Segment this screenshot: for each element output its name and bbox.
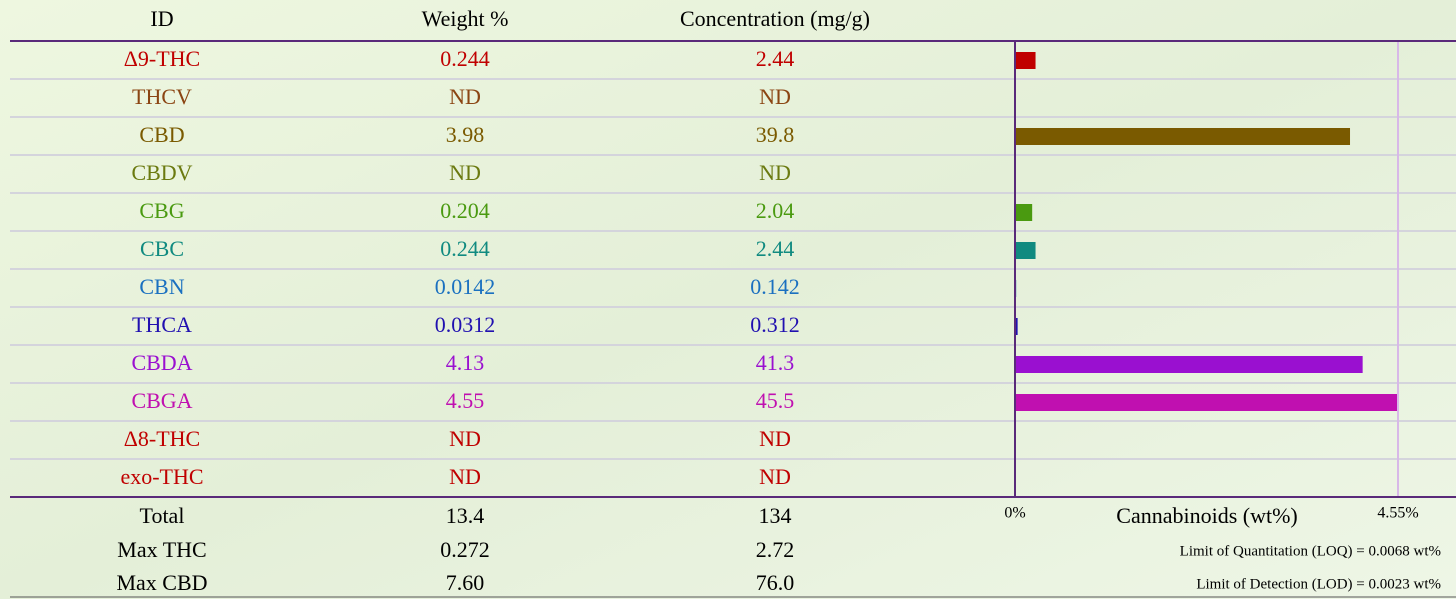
bar [1015, 128, 1351, 145]
cannabinoid-id: THCV [132, 84, 192, 109]
weight-value: 0.0142 [435, 274, 496, 299]
weight-value: 0.244 [440, 236, 490, 261]
weight-value: ND [449, 464, 481, 489]
total-label: Max CBD [116, 570, 207, 595]
column-header: Concentration (mg/g) [680, 6, 870, 31]
cannabinoid-id: CBN [139, 274, 184, 299]
weight-value: 4.55 [446, 388, 485, 413]
concentration-value: 2.04 [756, 198, 795, 223]
weight-value: 0.0312 [435, 312, 496, 337]
cannabinoid-id: CBG [139, 198, 184, 223]
x-tick-label: 0% [1004, 505, 1025, 522]
total-label: Max THC [117, 537, 206, 562]
note: Limit of Detection (LOD) = 0.0023 wt% [1196, 576, 1441, 592]
cannabinoid-id: exo-THC [120, 464, 203, 489]
concentration-value: ND [759, 84, 791, 109]
column-header: ID [150, 6, 173, 31]
concentration-value: 0.312 [750, 312, 800, 337]
concentration-value: ND [759, 426, 791, 451]
bar [1015, 52, 1036, 69]
weight-value: ND [449, 160, 481, 185]
concentration-value: 41.3 [756, 350, 795, 375]
bar [1015, 204, 1033, 221]
weight-value: ND [449, 426, 481, 451]
cannabinoid-id: CBDA [131, 350, 192, 375]
weight-value: 0.204 [440, 198, 490, 223]
x-tick-label: 4.55% [1377, 505, 1418, 522]
bar [1015, 356, 1363, 373]
total-value: 13.4 [446, 503, 485, 528]
concentration-value: 2.44 [756, 236, 795, 261]
cannabinoid-id: CBDV [131, 160, 192, 185]
total-value: 0.272 [440, 537, 490, 562]
weight-value: ND [449, 84, 481, 109]
cannabinoid-id: Δ9-THC [124, 46, 200, 71]
concentration-value: ND [759, 160, 791, 185]
column-header: Weight % [422, 6, 509, 31]
cannabinoid-id: THCA [132, 312, 192, 337]
concentration-value: 0.142 [750, 274, 800, 299]
concentration-value: 2.44 [756, 46, 795, 71]
concentration-value: 45.5 [756, 388, 795, 413]
weight-value: 3.98 [446, 122, 485, 147]
total-value: 134 [759, 503, 792, 528]
total-label: Total [140, 503, 185, 528]
cannabinoid-id: CBGA [131, 388, 192, 413]
cannabinoid-id: CBC [140, 236, 184, 261]
weight-value: 0.244 [440, 46, 490, 71]
bar [1015, 242, 1036, 259]
bar [1015, 394, 1398, 411]
cannabinoid-id: CBD [139, 122, 184, 147]
total-value: 76.0 [756, 570, 795, 595]
total-value: 2.72 [756, 537, 795, 562]
cannabinoid-id: Δ8-THC [124, 426, 200, 451]
note: Limit of Quantitation (LOQ) = 0.0068 wt% [1180, 543, 1441, 559]
total-value: 7.60 [446, 570, 485, 595]
bar [1015, 318, 1018, 335]
concentration-value: 39.8 [756, 122, 795, 147]
concentration-value: ND [759, 464, 791, 489]
weight-value: 4.13 [446, 350, 485, 375]
axis-label: Cannabinoids (wt%) [1116, 503, 1297, 528]
